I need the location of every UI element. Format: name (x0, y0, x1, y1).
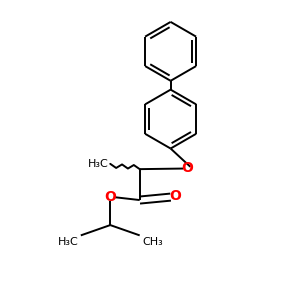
Text: O: O (169, 189, 181, 203)
Text: H₃C: H₃C (58, 237, 79, 247)
Text: O: O (104, 190, 116, 204)
Text: O: O (181, 161, 193, 175)
Text: CH₃: CH₃ (142, 237, 163, 247)
Text: H₃C: H₃C (88, 159, 109, 169)
